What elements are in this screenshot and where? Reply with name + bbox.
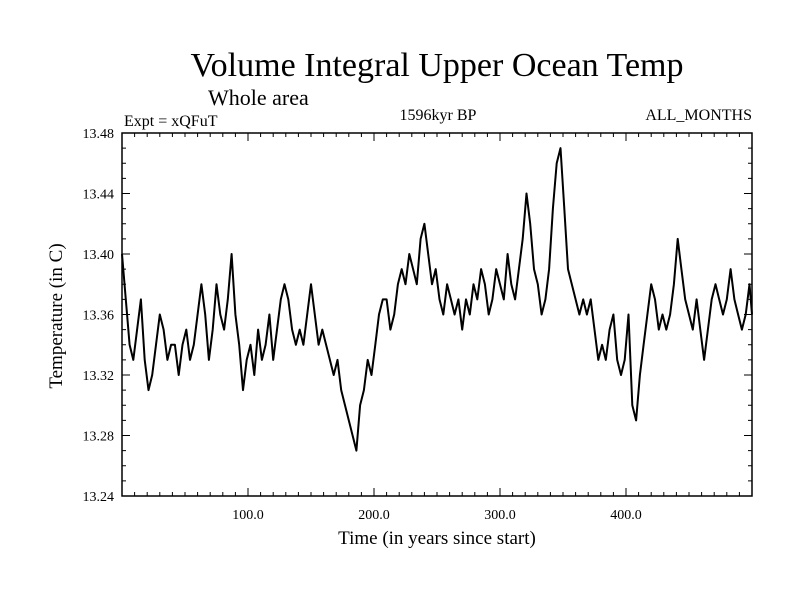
y-tick-label: 13.36 xyxy=(83,309,115,324)
y-tick-label: 13.44 xyxy=(83,188,115,203)
y-tick-label: 13.32 xyxy=(83,369,115,384)
series-line xyxy=(121,147,753,452)
x-tick-label: 100.0 xyxy=(232,508,264,523)
period-label: 1596kyr BP xyxy=(400,107,477,124)
x-tick-label: 400.0 xyxy=(610,508,642,523)
y-tick-label: 13.24 xyxy=(83,490,115,505)
tick-labels: 13.24 13.28 13.32 13.36 13.40 13.44 13.48 100.0… xyxy=(83,127,642,523)
y-tick-label: 13.28 xyxy=(83,430,115,445)
x-tick-label: 300.0 xyxy=(484,508,516,523)
x-axis-label: Time (in years since start) xyxy=(338,528,536,549)
y-axis-label: Temperature (in C) xyxy=(46,243,67,388)
chart-title: Volume Integral Upper Ocean Temp xyxy=(191,47,684,84)
x-tick-label: 200.0 xyxy=(358,508,390,523)
months-label: ALL_MONTHS xyxy=(645,107,752,124)
experiment-label: Expt = xQFuT xyxy=(124,113,218,130)
y-tick-label: 13.40 xyxy=(83,248,115,263)
y-tick-label: 13.48 xyxy=(83,127,115,142)
plot-frame xyxy=(121,132,753,497)
chart-subtitle: Whole area xyxy=(208,85,309,110)
